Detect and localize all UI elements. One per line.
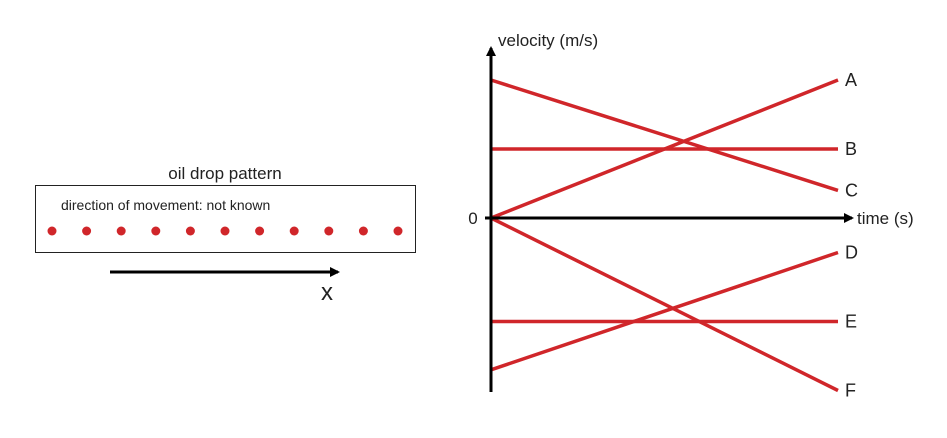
oil-drop-box: [35, 185, 416, 253]
velocity-line-c: [490, 78, 839, 193]
line-labels: A B C D E F: [845, 70, 858, 401]
oil-drop: [393, 226, 403, 236]
velocity-line-f: [490, 216, 839, 393]
oil-drop: [185, 226, 195, 236]
velocity-time-graph: velocity (m/s) time (s) 0 A B C D E F: [468, 31, 913, 401]
oil-drop: [116, 226, 126, 236]
velocity-axis-label: velocity (m/s): [498, 31, 598, 50]
line-label-c: C: [845, 180, 858, 200]
oil-drop: [358, 226, 368, 236]
velocity-line-d: [490, 250, 839, 372]
oil-drop: [47, 226, 57, 236]
velocity-lines: [490, 78, 839, 393]
oil-drop: [220, 226, 230, 236]
line-label-e: E: [845, 312, 857, 332]
x-axis-symbol: x: [321, 279, 333, 306]
oil-drop: [255, 226, 265, 236]
oil-drop: [324, 226, 334, 236]
oil-drops: [47, 226, 403, 236]
oil-drop-panel: oil drop pattern direction of movement: …: [35, 164, 416, 306]
time-axis-label: time (s): [857, 209, 914, 228]
oil-drop: [289, 226, 299, 236]
origin-label: 0: [468, 209, 477, 228]
line-label-d: D: [845, 243, 858, 263]
oil-drop-title: oil drop pattern: [168, 164, 281, 183]
oil-drop: [151, 226, 161, 236]
oil-drop: [82, 226, 92, 236]
line-label-f: F: [845, 381, 856, 401]
movement-direction-caption: direction of movement: not known: [61, 197, 270, 213]
line-label-b: B: [845, 139, 857, 159]
line-label-a: A: [845, 70, 857, 90]
